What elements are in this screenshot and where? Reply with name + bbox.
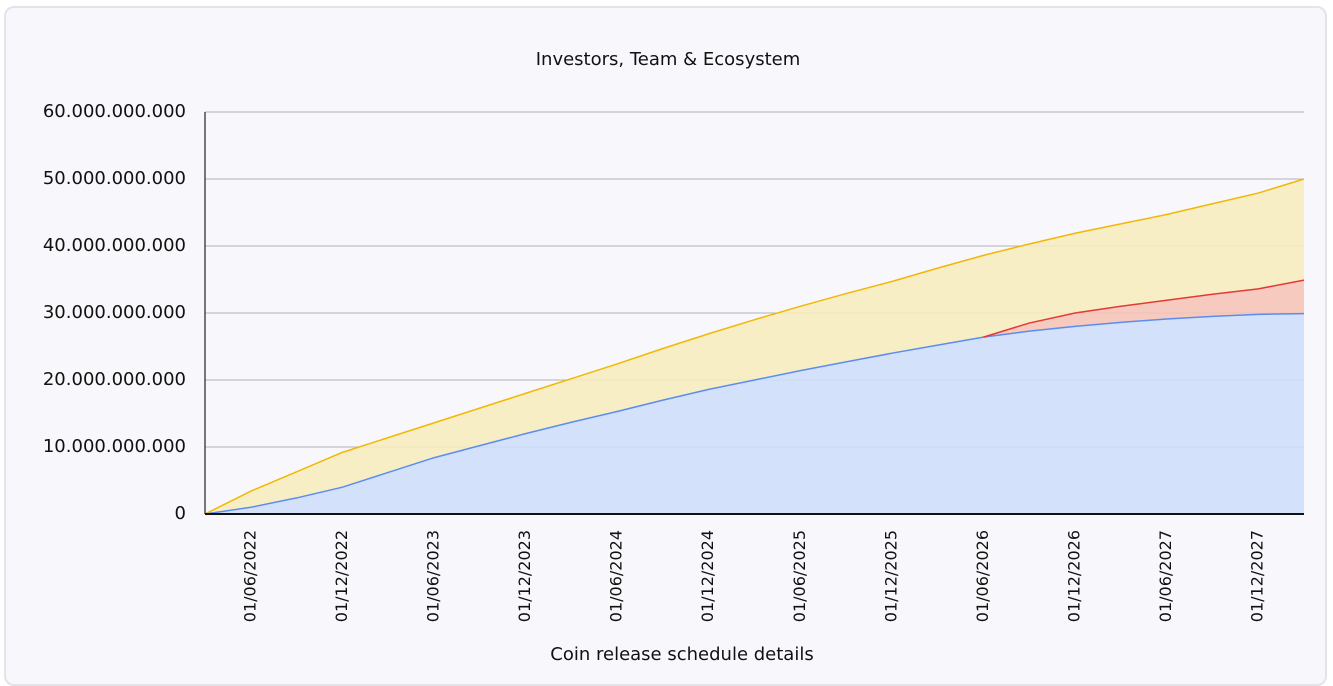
y-tick-label: 60.000.000.000	[43, 101, 186, 122]
x-tick-label: 01/12/2027	[1248, 530, 1267, 622]
area	[205, 179, 1304, 514]
y-tick-label: 10.000.000.000	[43, 436, 186, 457]
page: {"chart_data": { "type": "stacked_area",…	[4, 6, 1327, 686]
area	[205, 280, 1304, 514]
area-edge	[204, 178, 1305, 515]
chart-title: Investors, Team & Ecosystem	[536, 49, 801, 70]
area-edge	[983, 279, 1305, 338]
area	[205, 313, 1304, 514]
y-tick-label: 0	[175, 503, 186, 524]
y-tick-label: 50.000.000.000	[43, 168, 186, 189]
axes: 0 10.000.000.000 20.000.000.000 30.000.000.…	[43, 101, 1304, 622]
x-tick-label: 01/12/2022	[332, 530, 351, 622]
x-tick-label: 01/06/2024	[607, 530, 626, 622]
y-tick-label: 20.000.000.000	[43, 369, 186, 390]
x-tick-label: 01/12/2025	[881, 530, 900, 622]
y-tick-label: 40.000.000.000	[43, 235, 186, 256]
x-axis-title: Coin release schedule details	[550, 644, 813, 665]
x-tick-label: 01/12/2024	[698, 530, 717, 622]
x-tick-label: 01/12/2026	[1065, 530, 1084, 622]
x-tick-label: 01/06/2026	[973, 530, 992, 622]
x-tick-label: 01/06/2025	[790, 530, 809, 622]
x-tick-label: 01/12/2023	[515, 530, 534, 622]
area-edge	[204, 312, 1305, 515]
areas	[204, 178, 1305, 515]
y-tick-label: 30.000.000.000	[43, 302, 186, 323]
x-tick-label: 01/06/2022	[240, 530, 259, 622]
x-tick-label: 01/06/2027	[1156, 530, 1175, 622]
x-tick-label: 01/06/2023	[423, 530, 442, 622]
chart: Investors, Team & Ecosystem Coin release…	[43, 49, 1305, 665]
